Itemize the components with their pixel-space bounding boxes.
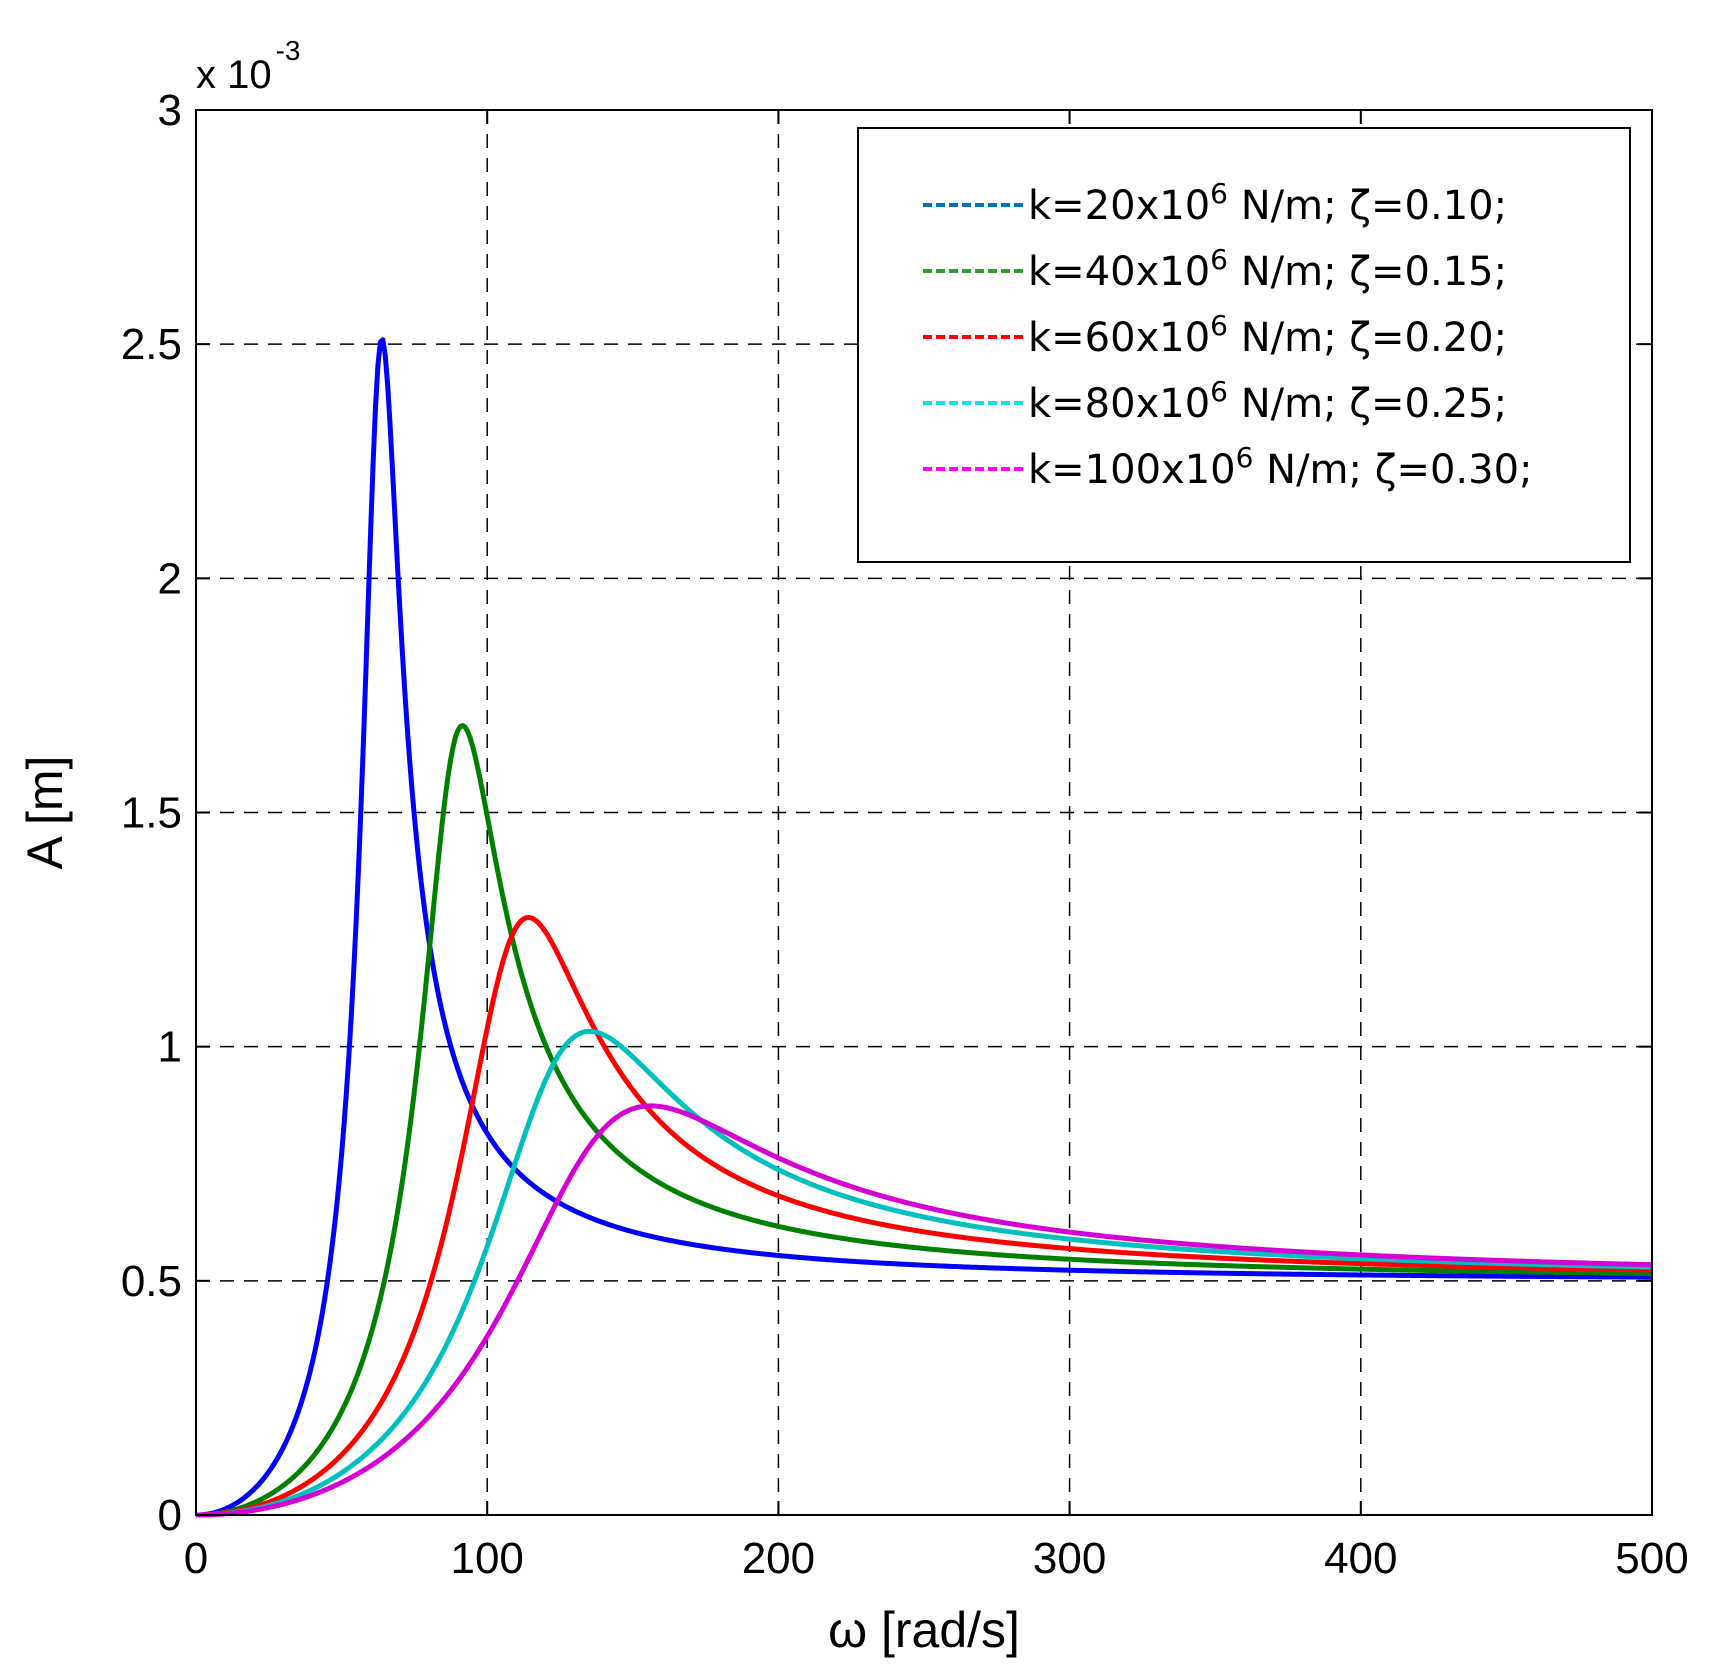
y-tick-label: 0.5 [121,1257,182,1306]
legend-label: k=100x106 N/m; ζ=0.30; [1028,441,1533,493]
y-tick-label: 3 [158,86,182,135]
legend-item: k=60x106 N/m; ζ=0.20; [923,309,1507,361]
series-layer [195,337,1653,1518]
series-line [195,723,1653,1518]
y-scale-label: x 10 -3 [196,35,301,97]
y-scale-exponent: -3 [276,35,301,66]
ticks [195,109,1653,1516]
y-tick-label: 2 [158,554,182,603]
series-line [195,915,1653,1518]
tick-labels: 0 100 200 300 400 500 0 0.5 1 1.5 2 2.5 3 [121,86,1689,1583]
y-tick-label: 1.5 [121,789,182,838]
legend-label: k=80x106 N/m; ζ=0.25; [1028,375,1507,427]
y-scale-base: x 10 [196,53,272,97]
x-axis-label: ω [rad/s] [828,1602,1020,1658]
legend-label: k=60x106 N/m; ζ=0.20; [1028,309,1507,361]
series-line [195,1103,1653,1518]
legend-label: k=20x106 N/m; ζ=0.10; [1028,177,1507,229]
legend-box [857,127,1631,563]
legend-label: k=40x106 N/m; ζ=0.15; [1028,243,1507,295]
series-line [195,1028,1653,1518]
y-tick-label: 1 [158,1023,182,1072]
x-tick-label: 400 [1324,1534,1397,1583]
y-tick-label: 0 [158,1491,182,1540]
legend: k=20x106 N/m; ζ=0.10; k=40x106 N/m; ζ=0.1… [857,127,1631,563]
x-tick-label: 500 [1615,1534,1688,1583]
series-line [195,337,1653,1518]
x-tick-label: 0 [184,1534,208,1583]
legend-items: k=20x106 N/m; ζ=0.10; k=40x106 N/m; ζ=0.1… [923,177,1533,493]
legend-item: k=80x106 N/m; ζ=0.25; [923,375,1507,427]
y-axis-label: A [m] [17,756,73,870]
x-tick-label: 300 [1033,1534,1106,1583]
legend-item: k=100x106 N/m; ζ=0.30; [923,441,1533,493]
y-tick-label: 2.5 [121,320,182,369]
legend-item: k=40x106 N/m; ζ=0.15; [923,243,1507,295]
x-tick-label: 100 [450,1534,523,1583]
x-tick-label: 200 [742,1534,815,1583]
legend-item: k=20x106 N/m; ζ=0.10; [923,177,1507,229]
